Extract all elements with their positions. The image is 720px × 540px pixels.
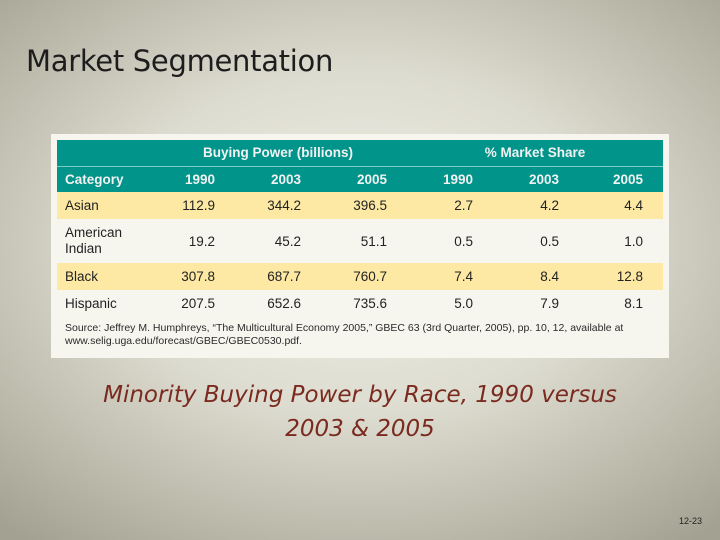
table-cell: 12.8 bbox=[579, 263, 664, 290]
source-line-1: Source: Jeffrey M. Humphreys, “The Multi… bbox=[65, 322, 624, 334]
buying-power-table: Buying Power (billions) % Market Share C… bbox=[57, 140, 664, 351]
row-category: Hispanic bbox=[57, 290, 149, 317]
column-header-row: Category 1990 2003 2005 1990 2003 2005 bbox=[57, 166, 664, 192]
table-cell: 1.0 bbox=[579, 219, 664, 263]
caption-line-2: 2003 & 2005 bbox=[285, 416, 435, 442]
table-cell: 8.4 bbox=[493, 263, 580, 290]
table-cell: 51.1 bbox=[321, 219, 408, 263]
row-category: Black bbox=[57, 263, 149, 290]
column-header-bp-2005: 2005 bbox=[321, 166, 408, 192]
table-cell: 760.7 bbox=[321, 263, 408, 290]
table-cell: 2.7 bbox=[407, 192, 494, 219]
caption-line-1: Minority Buying Power by Race, 1990 vers… bbox=[103, 382, 617, 408]
table-cell: 7.9 bbox=[493, 290, 580, 317]
slide-title: Market Segmentation bbox=[26, 44, 334, 78]
column-header-ms-2003: 2003 bbox=[493, 166, 580, 192]
column-header-bp-2003: 2003 bbox=[235, 166, 321, 192]
row-category: American Indian bbox=[57, 219, 149, 263]
table-cell: 4.4 bbox=[579, 192, 664, 219]
slide-caption: Minority Buying Power by Race, 1990 vers… bbox=[40, 378, 680, 446]
group-header-buying-power: Buying Power (billions) bbox=[149, 140, 408, 167]
table-row: Asian 112.9 344.2 396.5 2.7 4.2 4.4 bbox=[57, 192, 664, 219]
table-row: Black 307.8 687.7 760.7 7.4 8.4 12.8 bbox=[57, 263, 664, 290]
source-note: Source: Jeffrey M. Humphreys, “The Multi… bbox=[57, 317, 664, 351]
table-row: American Indian 19.2 45.2 51.1 0.5 0.5 1… bbox=[57, 219, 664, 263]
table-cell: 307.8 bbox=[149, 263, 235, 290]
table-cell: 652.6 bbox=[235, 290, 321, 317]
column-header-ms-2005: 2005 bbox=[579, 166, 664, 192]
table-cell: 735.6 bbox=[321, 290, 408, 317]
table-row: Hispanic 207.5 652.6 735.6 5.0 7.9 8.1 bbox=[57, 290, 664, 317]
page-number: 12-23 bbox=[678, 516, 702, 526]
table-frame: Buying Power (billions) % Market Share C… bbox=[51, 134, 669, 358]
column-header-bp-1990: 1990 bbox=[149, 166, 235, 192]
table-cell: 396.5 bbox=[321, 192, 408, 219]
table-cell: 4.2 bbox=[493, 192, 580, 219]
group-header-row: Buying Power (billions) % Market Share bbox=[57, 140, 664, 167]
table-cell: 45.2 bbox=[235, 219, 321, 263]
group-header-spacer bbox=[57, 140, 149, 167]
table-cell: 5.0 bbox=[407, 290, 494, 317]
table-cell: 687.7 bbox=[235, 263, 321, 290]
group-header-market-share: % Market Share bbox=[407, 140, 664, 167]
column-header-ms-1990: 1990 bbox=[407, 166, 494, 192]
column-header-category: Category bbox=[57, 166, 149, 192]
table-cell: 0.5 bbox=[493, 219, 580, 263]
table-cell: 112.9 bbox=[149, 192, 235, 219]
table-cell: 19.2 bbox=[149, 219, 235, 263]
table-cell: 0.5 bbox=[407, 219, 494, 263]
table-cell: 8.1 bbox=[579, 290, 664, 317]
table-cell: 344.2 bbox=[235, 192, 321, 219]
source-line-2: www.selig.uga.edu/forecast/GBEC/GBEC0530… bbox=[65, 335, 302, 347]
source-row: Source: Jeffrey M. Humphreys, “The Multi… bbox=[57, 317, 664, 351]
table-cell: 7.4 bbox=[407, 263, 494, 290]
row-category: Asian bbox=[57, 192, 149, 219]
table-cell: 207.5 bbox=[149, 290, 235, 317]
